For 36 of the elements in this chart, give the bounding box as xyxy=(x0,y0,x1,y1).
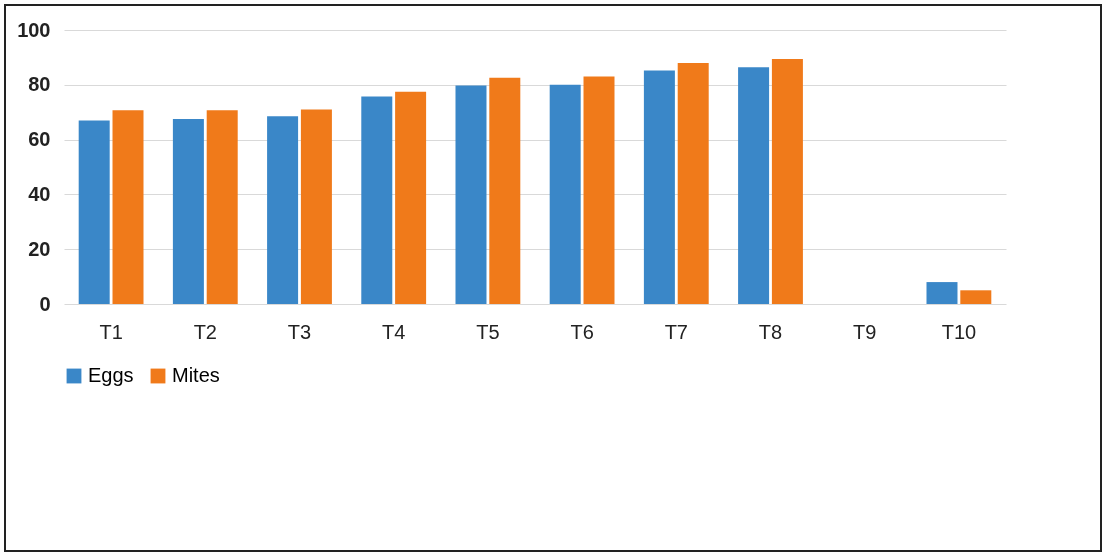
y-tick-label: 40 xyxy=(28,182,51,205)
x-tick-label: T10 xyxy=(941,320,977,343)
y-tick-label: 20 xyxy=(28,237,51,260)
y-tick-label: 0 xyxy=(39,292,51,315)
bar xyxy=(206,110,238,304)
legend-label: Mites xyxy=(172,364,220,386)
bar xyxy=(960,290,992,304)
bar xyxy=(172,119,204,304)
bar xyxy=(771,59,803,304)
x-tick-label: T9 xyxy=(853,320,877,343)
x-tick-label: T2 xyxy=(193,320,217,343)
y-tick-label: 100 xyxy=(17,18,51,41)
bar xyxy=(677,62,709,304)
bar xyxy=(738,67,770,304)
x-tick-label: T6 xyxy=(570,320,594,343)
bar xyxy=(455,85,487,304)
x-tick-label: T5 xyxy=(476,320,500,343)
bar xyxy=(395,91,427,304)
x-tick-label: T3 xyxy=(287,320,312,343)
bar xyxy=(549,84,581,304)
bar xyxy=(361,96,393,304)
x-tick-label: T8 xyxy=(758,320,783,343)
bar xyxy=(267,116,299,304)
x-tick-label: T1 xyxy=(99,320,123,343)
y-tick-label: 80 xyxy=(28,73,51,96)
bar xyxy=(583,76,615,304)
legend-label: Eggs xyxy=(88,364,134,386)
bar xyxy=(300,109,332,304)
x-tick-label: T4 xyxy=(382,320,406,343)
bar xyxy=(643,70,675,304)
bar xyxy=(489,77,521,304)
bar xyxy=(926,282,958,304)
x-tick-label: T7 xyxy=(664,320,688,343)
bar xyxy=(78,120,110,304)
bar xyxy=(112,110,144,304)
y-tick-label: 60 xyxy=(28,128,51,151)
